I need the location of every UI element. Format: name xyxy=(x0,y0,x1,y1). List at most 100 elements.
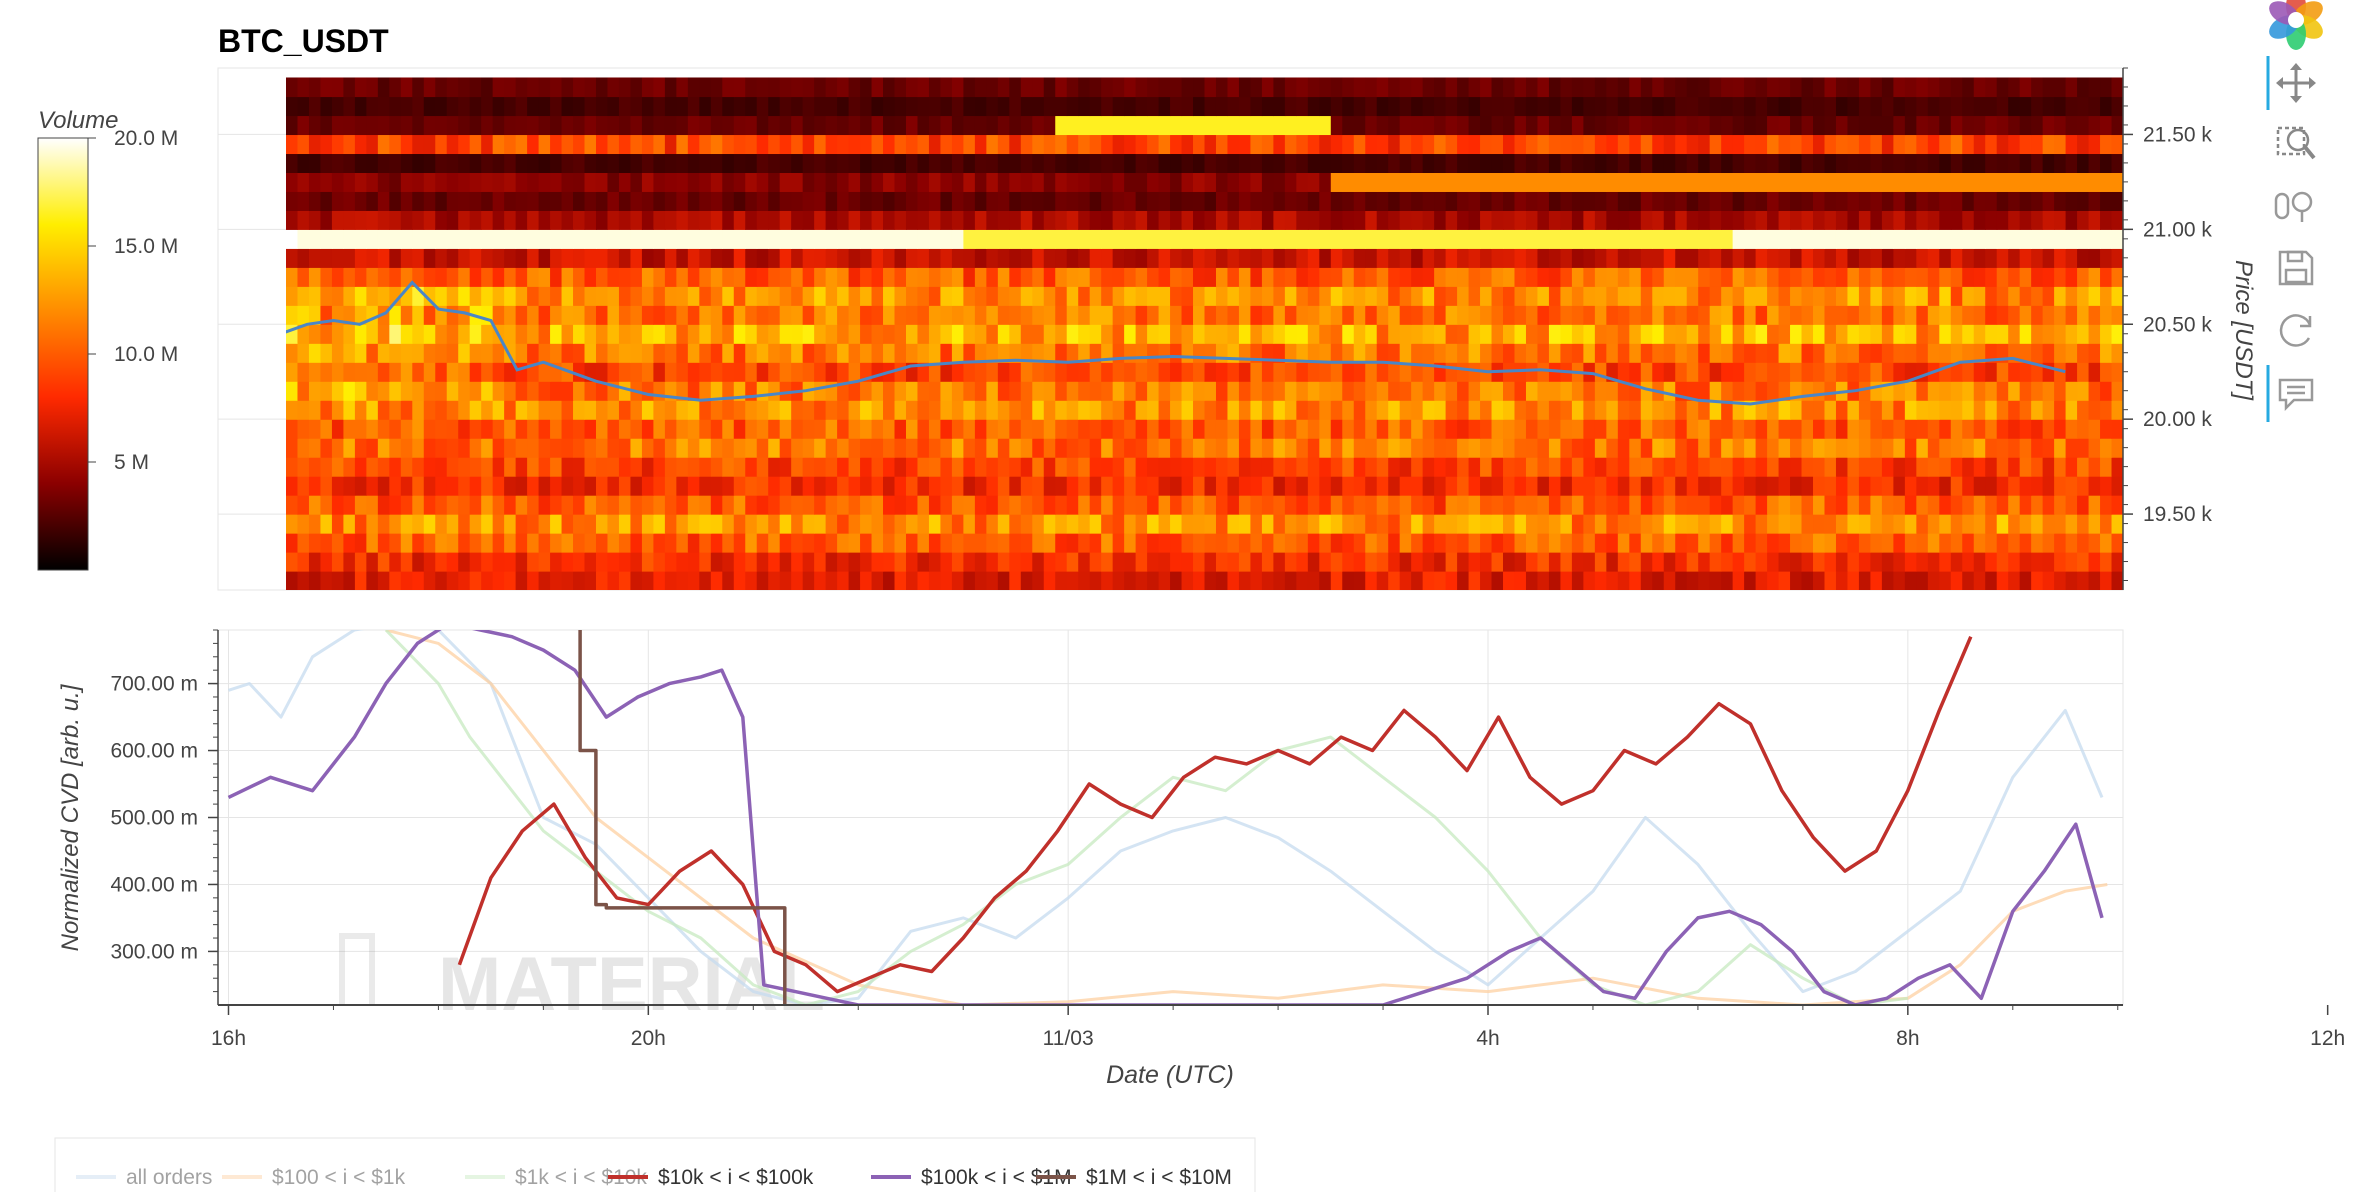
heatmap-cell xyxy=(1434,571,1447,590)
heatmap-cell xyxy=(1962,191,1975,211)
heatmap-cell xyxy=(1089,153,1102,173)
heatmap-cell xyxy=(1755,552,1768,572)
heatmap-cell xyxy=(366,400,379,420)
heatmap-cell xyxy=(1801,552,1814,572)
reset-tool-icon[interactable] xyxy=(2279,314,2312,347)
heatmap-cell xyxy=(1537,96,1550,117)
heatmap-cell xyxy=(308,153,322,173)
heatmap-cell xyxy=(1813,476,1826,496)
heatmap-cell xyxy=(1147,400,1160,420)
heatmap-cell xyxy=(584,115,597,136)
heatmap-cell xyxy=(2077,400,2090,420)
heatmap-cell xyxy=(1365,153,1378,173)
heatmap-cell xyxy=(2077,457,2090,477)
heatmap-cell xyxy=(802,419,815,439)
heatmap-cell xyxy=(1686,324,1699,344)
heatmap-cell xyxy=(1732,172,1745,192)
heatmap-cell xyxy=(1813,96,1826,117)
heatmap-cell xyxy=(377,172,390,192)
heatmap-cell xyxy=(1112,400,1125,420)
heatmap-cell xyxy=(492,552,505,572)
save-tool-icon[interactable] xyxy=(2278,250,2314,286)
heatmap-cell xyxy=(1457,286,1470,306)
heatmap-cell xyxy=(837,267,850,287)
heatmap-cell xyxy=(1330,362,1343,382)
time-tick-label: 16h xyxy=(211,1027,246,1050)
heatmap-cell xyxy=(871,495,884,515)
heatmap-cell xyxy=(1388,191,1401,211)
heatmap-cell xyxy=(435,77,448,98)
heatmap-cell xyxy=(1571,305,1584,325)
heatmap-cell xyxy=(1847,324,1860,344)
heatmap-cell xyxy=(584,514,597,534)
heatmap-cell xyxy=(1778,172,1791,192)
bokeh-logo-icon[interactable] xyxy=(2265,0,2327,50)
heatmap-cell xyxy=(458,324,471,344)
legend-item[interactable]: $1M < i < $10M xyxy=(1036,1166,1232,1189)
heatmap-cell xyxy=(1342,286,1355,306)
heatmap-cell xyxy=(710,153,723,173)
heatmap-cell xyxy=(653,552,666,572)
heatmap-cell xyxy=(1124,438,1137,458)
legend-item[interactable]: $10k < i < $100k xyxy=(608,1166,814,1189)
heatmap-cell xyxy=(2054,172,2067,192)
pan-tool-icon[interactable] xyxy=(2276,63,2316,103)
heatmap-cell xyxy=(2065,115,2078,136)
heatmap-cell xyxy=(2111,343,2123,363)
heatmap-cell xyxy=(1709,172,1722,192)
heatmap-cell xyxy=(1307,115,1320,136)
heatmap-cell xyxy=(1227,96,1240,117)
heatmap-cell xyxy=(997,495,1010,515)
heatmap-cell xyxy=(779,77,792,98)
heatmap-cell xyxy=(1250,267,1263,287)
heatmap-cell xyxy=(2111,191,2123,211)
heatmap-cell xyxy=(1973,210,1986,230)
heatmap-cell xyxy=(802,476,815,496)
heatmap-cell xyxy=(1261,248,1274,268)
heatmap-cell xyxy=(1962,514,1975,534)
heatmap-cell xyxy=(722,153,735,173)
heatmap-cell xyxy=(377,77,390,98)
heatmap-cell xyxy=(1124,514,1137,534)
heatmap-cell xyxy=(1445,305,1458,325)
legend-item[interactable]: all orders xyxy=(76,1166,212,1189)
heatmap-cell xyxy=(331,324,345,344)
wheel-zoom-tool-icon[interactable] xyxy=(2274,191,2313,222)
hover-tool-icon[interactable] xyxy=(2278,378,2314,412)
heatmap-cell xyxy=(2031,286,2044,306)
heatmap-cell xyxy=(1434,229,1447,249)
legend-item[interactable]: $1k < i < $10k xyxy=(465,1166,647,1189)
heatmap-cell xyxy=(1388,96,1401,117)
heatmap-cell xyxy=(1847,457,1860,477)
heatmap-cell xyxy=(756,552,769,572)
heatmap-cell xyxy=(1985,324,1998,344)
heatmap-cell xyxy=(1939,248,1952,268)
heatmap-cell xyxy=(963,267,976,287)
heatmap-cell xyxy=(745,324,758,344)
heatmap-cell xyxy=(1445,419,1458,439)
heatmap-cell xyxy=(963,495,976,515)
legend-item[interactable]: $100k < i < $1M xyxy=(871,1166,1072,1189)
heatmap-cell xyxy=(1342,457,1355,477)
heatmap-cell xyxy=(2019,134,2032,155)
heatmap-cell xyxy=(1790,286,1803,306)
heatmap-cell xyxy=(297,533,310,553)
heatmap-cell xyxy=(1158,267,1171,287)
heatmap-cell xyxy=(1170,381,1183,401)
heatmap-cell xyxy=(894,210,907,230)
heatmap-cell xyxy=(1457,153,1470,173)
heatmap-cell xyxy=(1790,571,1803,590)
colorbar-title: Volume xyxy=(38,107,118,134)
heatmap-cell xyxy=(1560,381,1573,401)
heatmap-cell xyxy=(1319,381,1332,401)
heatmap-cell xyxy=(905,248,919,268)
heatmap-cell xyxy=(1525,172,1539,192)
heatmap-cell xyxy=(1663,514,1676,534)
heatmap-cell xyxy=(1147,77,1160,98)
heatmap-cell xyxy=(1537,77,1550,98)
box-zoom-tool-icon[interactable] xyxy=(2276,126,2316,160)
legend-item[interactable]: $100 < i < $1k xyxy=(222,1166,406,1189)
heatmap-cell xyxy=(297,267,310,287)
heatmap-cell xyxy=(1491,248,1504,268)
heatmap-cell xyxy=(699,286,712,306)
